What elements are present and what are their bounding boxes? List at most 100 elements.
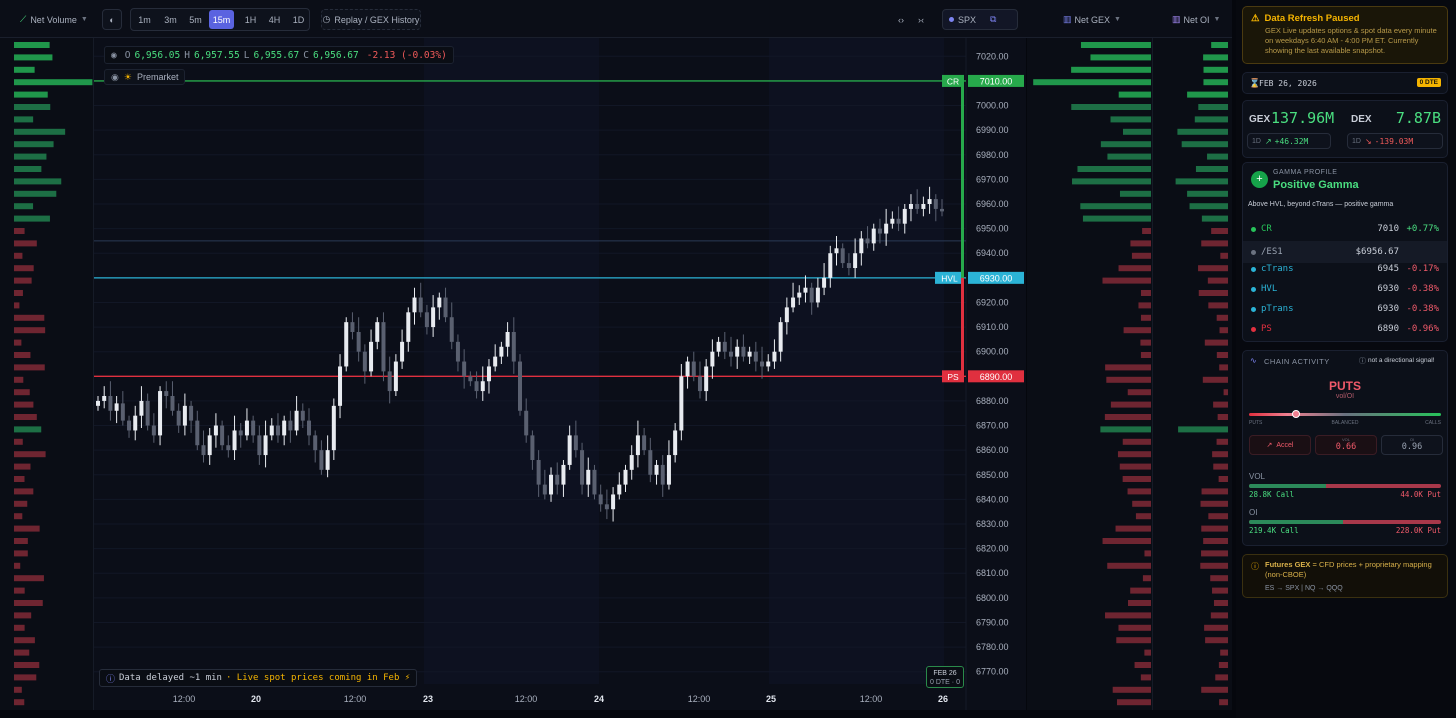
distribution-bar <box>14 376 24 383</box>
distribution-bar <box>1201 686 1228 693</box>
distribution-bar <box>14 649 30 656</box>
level-change: +0.77% <box>1406 224 1439 234</box>
candle-body <box>275 425 280 436</box>
gex-period: 1D <box>1252 137 1261 145</box>
distribution-bar <box>1071 66 1151 73</box>
candle-body <box>443 297 448 318</box>
eye-icon[interactable]: ◉ <box>111 49 117 61</box>
candle-body <box>319 450 324 470</box>
dex-value: 7.87B <box>1395 109 1441 127</box>
net-gex-panel <box>1027 38 1153 710</box>
distribution-bar <box>14 624 25 631</box>
candle-body <box>139 400 144 416</box>
level-row-hvl[interactable]: HVL 6930 -0.38% <box>1251 281 1439 297</box>
vol-put: 44.0K Put <box>1400 490 1441 499</box>
candle-body <box>549 474 554 495</box>
candle-body <box>691 361 696 377</box>
candle-body <box>102 396 107 401</box>
chevron-down-icon: ▼ <box>1114 16 1121 23</box>
premarket-toggle[interactable]: ◉ ☀ Premarket <box>104 69 186 85</box>
distribution-bar <box>1142 228 1151 234</box>
candle-body <box>797 292 802 298</box>
candle-body <box>710 351 715 367</box>
distribution-bar <box>1201 488 1228 495</box>
candle-body <box>127 420 132 431</box>
date-badge-date: FEB 26 <box>933 670 957 677</box>
candle-body <box>114 403 119 411</box>
candle-body <box>468 376 473 382</box>
price-tick: 7020.00 <box>976 51 1009 61</box>
timeframe-3m[interactable]: 3m <box>164 14 177 25</box>
timeframe-15m[interactable]: 15m <box>209 10 234 29</box>
timeframe-1m[interactable]: 1m <box>138 14 151 25</box>
candle-body <box>356 332 361 352</box>
session-date: FEB 26, 2026 <box>1259 79 1317 88</box>
price-tick: 6920.00 <box>976 297 1009 307</box>
candle-body <box>853 253 858 268</box>
candle-body <box>480 381 485 392</box>
candle-body <box>393 361 398 392</box>
time-tick: 24 <box>594 694 604 704</box>
accel-button[interactable]: ↗ Accel <box>1249 435 1311 455</box>
distribution-bar <box>1204 339 1228 346</box>
candle-body <box>474 381 479 392</box>
distribution-bar <box>1105 364 1151 371</box>
distribution-bar <box>1187 91 1228 98</box>
open-value: 6,956.05 <box>134 49 181 61</box>
candle-body <box>890 218 895 224</box>
code-icon[interactable]: ‹› <box>898 14 904 25</box>
candle-body <box>629 455 634 470</box>
replay-button[interactable]: ◷ Replay / GEX History <box>321 9 421 30</box>
date-badge: FEB 26 0 DTE · 0 <box>926 666 964 688</box>
bar-chart-icon: ▥ <box>1172 14 1181 24</box>
level-row-ptrans[interactable]: pTrans 6930 -0.38% <box>1251 301 1439 317</box>
distribution-bar <box>14 42 50 48</box>
distribution-bar <box>1140 339 1151 346</box>
level-row-cr[interactable]: CR 7010 +0.77% <box>1251 221 1439 237</box>
price-chart[interactable]: 7020.00 7010.00 7000.00 6990.00 6980.00 6970.… <box>94 38 1026 710</box>
timeframe-5m[interactable]: 5m <box>189 14 202 25</box>
distribution-bar <box>1205 637 1228 644</box>
timeframe-4H[interactable]: 4H <box>268 14 281 25</box>
level-row-ps[interactable]: PS 6890 -0.96% <box>1251 321 1439 337</box>
candle-body <box>226 445 231 451</box>
price-tick: 6790.00 <box>976 617 1009 627</box>
level-row-es1[interactable]: /ES1 $6956.67 <box>1243 241 1447 263</box>
net-volume-selector[interactable]: ⟋ Net Volume ▼ <box>20 9 88 30</box>
candle-body <box>449 317 454 342</box>
distribution-bar <box>1100 141 1151 148</box>
palette-button[interactable]: ◐ <box>102 9 122 30</box>
level-row-ctrans[interactable]: cTrans 6945 -0.17% <box>1251 261 1439 277</box>
timeframe-1D[interactable]: 1D <box>292 14 305 25</box>
symbol-selector[interactable]: SPX ⧉ <box>942 9 1018 30</box>
distribution-bar <box>14 228 25 234</box>
timeframe-1H[interactable]: 1H <box>244 14 257 25</box>
candle-body <box>108 396 113 411</box>
candle-body <box>871 228 876 244</box>
net-oi-selector[interactable]: ▥ Net OI ▼ <box>1172 9 1220 30</box>
candle-body <box>586 469 591 485</box>
candle-body <box>635 435 640 456</box>
distribution-bar <box>14 91 48 98</box>
distribution-bar <box>1219 327 1228 334</box>
time-tick: 26 <box>938 694 948 704</box>
candle-body <box>604 504 609 510</box>
net-gex-selector[interactable]: ▥ Net GEX ▼ <box>1063 9 1121 30</box>
collapse-icon[interactable]: ›‹ <box>918 14 924 25</box>
price-tick: 6950.00 <box>976 224 1009 234</box>
distribution-bar <box>1203 538 1228 544</box>
candle-body <box>418 297 423 313</box>
distribution-bar <box>14 488 34 495</box>
candle-body <box>462 361 467 377</box>
candle-body <box>486 366 491 382</box>
candlestick-chart[interactable]: 7020.00 7010.00 7000.00 6990.00 6980.00 6970.… <box>94 38 1026 710</box>
candle-body <box>189 405 194 421</box>
distribution-bar <box>14 525 40 532</box>
candle-body <box>784 307 789 323</box>
calls-scale-label: CALLS <box>1425 420 1441 426</box>
distribution-bar <box>1110 401 1151 408</box>
distribution-bar <box>1217 414 1228 420</box>
distribution-bar <box>1102 277 1151 284</box>
distribution-bar <box>14 662 40 668</box>
change-value: -2.13 (-0.03%) <box>366 49 447 61</box>
